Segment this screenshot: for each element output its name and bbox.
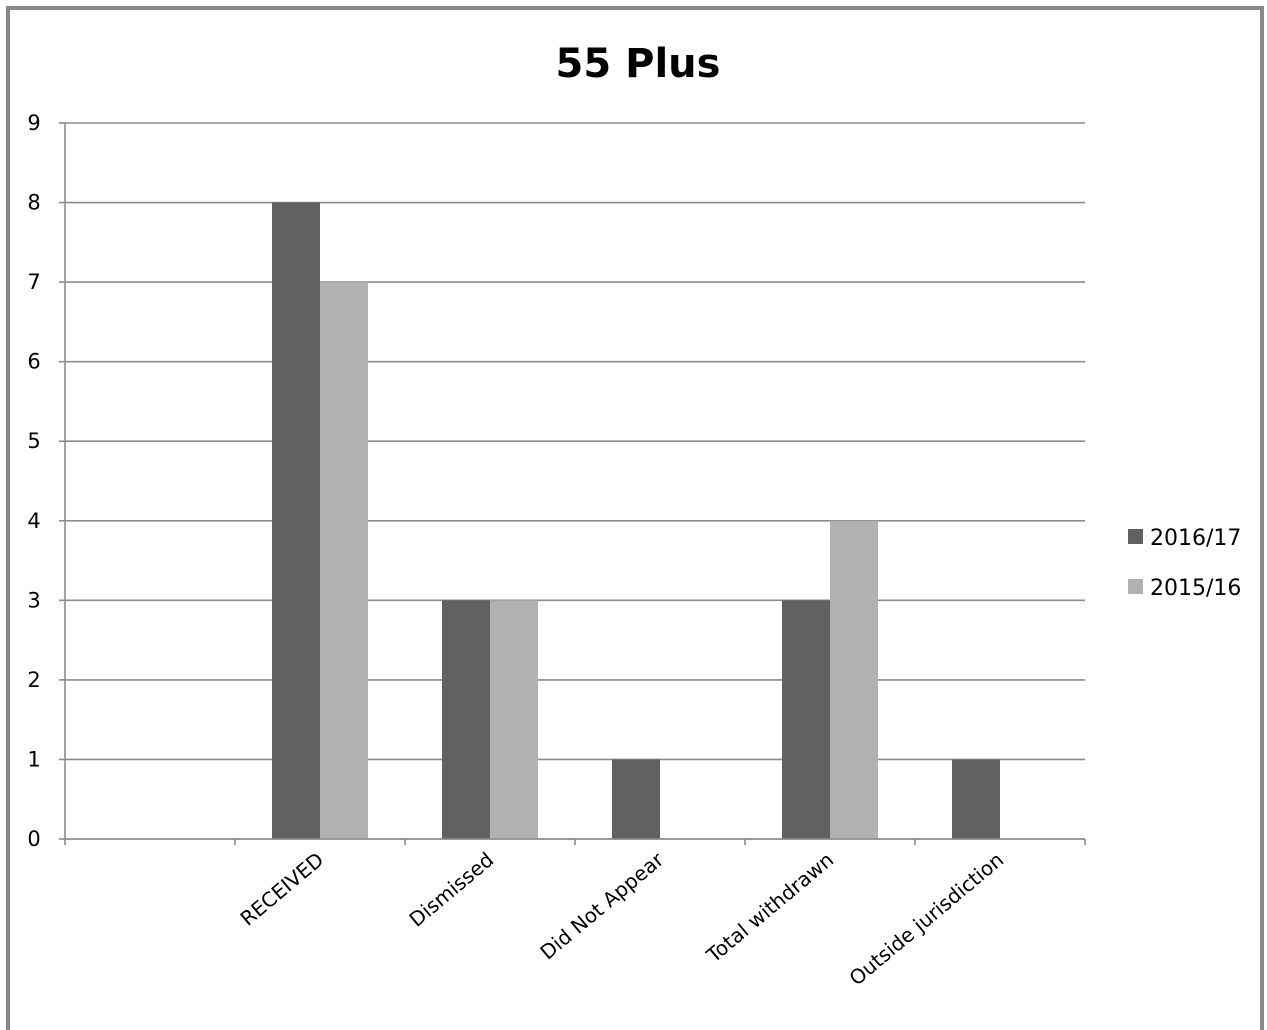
legend-label: 2016/17 — [1150, 526, 1241, 551]
chart-title: 55 Plus — [556, 41, 721, 87]
bar-2016-17 — [612, 759, 660, 839]
y-tick-label: 4 — [27, 509, 40, 533]
bars — [272, 202, 1000, 840]
legend-swatch — [1128, 529, 1143, 544]
bar-2016-17 — [272, 202, 320, 840]
chart-border — [6, 6, 1264, 1030]
bar-2015-16 — [490, 600, 538, 839]
legend-label: 2015/16 — [1150, 576, 1241, 601]
y-tick-label: 2 — [27, 668, 40, 692]
y-tick-label: 1 — [27, 747, 40, 771]
bar-2016-17 — [442, 600, 490, 839]
y-tick-label: 0 — [27, 827, 40, 851]
bar-2016-17 — [952, 759, 1000, 839]
legend-swatch — [1128, 579, 1143, 594]
y-tick-label: 3 — [27, 588, 40, 612]
y-tick-label: 6 — [27, 350, 40, 374]
bar-2015-16 — [830, 520, 878, 839]
legend: 2016/17 2015/16 — [1128, 526, 1241, 601]
y-tick-label: 5 — [27, 429, 40, 453]
y-tick-label: 7 — [27, 270, 40, 294]
bar-2016-17 — [782, 600, 830, 839]
bar-2015-16 — [320, 282, 368, 840]
y-tick-label: 8 — [27, 191, 40, 215]
y-tick-label: 9 — [27, 111, 40, 135]
